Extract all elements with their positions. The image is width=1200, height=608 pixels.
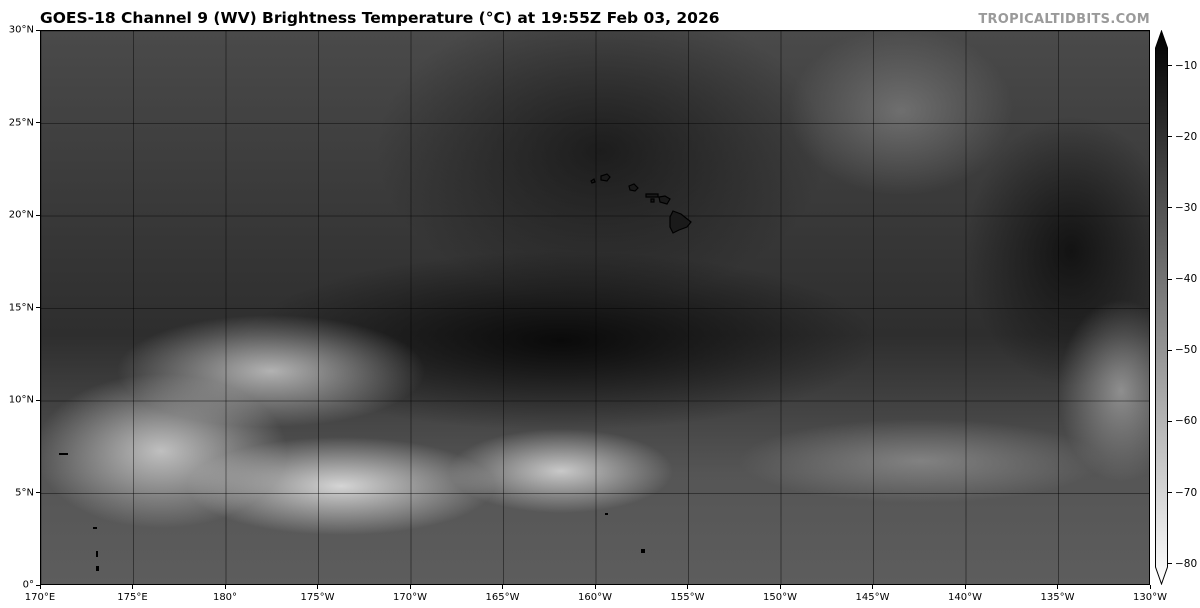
tick-mark [36,307,40,308]
colorbar [1155,29,1168,586]
tick-mark [317,585,318,589]
lat-tick-label: 10°N [8,394,34,406]
tick-mark [36,492,40,493]
lon-tick-label: 165°W [485,592,520,603]
colorbar-tick-label: −10 [1175,59,1198,72]
colorbar-tick-mark [1168,349,1172,351]
gridlines [41,31,1149,584]
lat-tick-label: 5°N [15,487,34,498]
lon-tick-label: 170°E [24,592,56,603]
colorbar-tick-mark [1168,136,1172,138]
tick-mark [224,585,226,589]
tick-mark [409,585,411,589]
tick-mark [779,585,781,589]
lat-tick-label: 25°N [8,117,34,128]
colorbar-tick-label: −60 [1175,415,1198,428]
colorbar-tick-label: −70 [1175,486,1198,499]
lon-tick-label: 155°W [670,592,705,603]
colorbar-body [1155,29,1168,586]
island-niihau [590,178,596,184]
lat-tick-label: 20°N [8,209,34,221]
island-molokai [645,193,659,198]
colorbar-tick-mark [1168,278,1172,280]
tick-mark [872,585,873,589]
island-lanai [650,198,655,203]
tick-mark [502,585,503,589]
island-big-island [669,210,692,234]
tick-mark [36,584,40,586]
tick-mark [36,399,40,401]
tick-mark [594,585,596,589]
colorbar-tick-label: −20 [1175,130,1198,143]
tick-mark [1149,585,1151,589]
colorbar-tick-mark [1168,492,1172,493]
island-oahu [628,183,639,192]
tick-mark [1057,585,1058,589]
island-maui [658,195,671,205]
lon-tick-label: 160°W [578,592,612,603]
lat-tick-label: 15°N [8,302,34,313]
colorbar-tick-label: −50 [1175,344,1198,357]
colorbar-tick-mark [1168,420,1172,422]
island-kauai [600,173,611,182]
lon-tick-label: 140°W [948,592,982,603]
tick-mark [36,214,40,216]
lon-tick-label: 170°W [393,592,427,603]
colorbar-tick-label: −40 [1175,273,1198,286]
lat-tick-label: 0° [22,579,34,591]
lat-tick-label: 30°N [8,24,34,36]
lon-tick-label: 145°W [855,592,890,603]
tick-mark [36,122,40,123]
equatorial-islands [59,453,645,571]
colorbar-tick-mark [1168,65,1172,67]
tick-mark [964,585,966,589]
colorbar-tick-label: −80 [1175,557,1198,570]
tick-mark [687,585,688,589]
lon-tick-label: 180° [212,592,238,603]
map-title: GOES-18 Channel 9 (WV) Brightness Temper… [40,9,720,27]
tick-mark [36,29,40,31]
tick-mark [39,585,41,589]
colorbar-tick-mark [1168,207,1172,209]
watermark: TROPICALTIDBITS.COM [978,12,1150,27]
lon-tick-label: 175°E [117,592,148,603]
hawaii-islands [590,173,692,234]
tick-mark [132,585,133,589]
colorbar-tick-label: −30 [1175,201,1198,214]
lon-tick-label: 150°W [763,592,797,603]
lon-tick-label: 130°W [1133,592,1167,603]
map-overlay [41,31,1149,584]
satellite-map[interactable] [40,30,1150,585]
colorbar-tick-mark [1168,563,1172,565]
lon-tick-label: 135°W [1040,592,1075,603]
lon-tick-label: 175°W [300,592,335,603]
